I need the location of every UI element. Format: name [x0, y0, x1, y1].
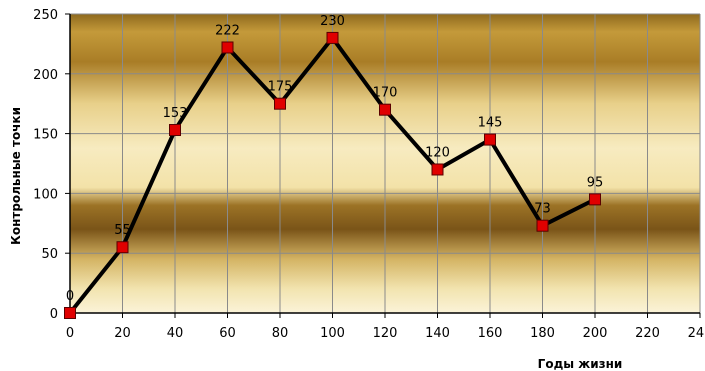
data-label: 230: [320, 14, 345, 29]
data-point-marker: [536, 219, 549, 232]
x-tick-label: 140: [425, 326, 450, 341]
data-label: 153: [163, 106, 188, 121]
data-point-marker: [274, 97, 286, 110]
x-tick-label: 240: [688, 326, 705, 341]
data-label: 170: [373, 86, 398, 101]
data-label: 222: [215, 23, 240, 38]
y-tick-label: 0: [50, 307, 58, 322]
x-tick-label: 100: [320, 326, 345, 341]
grid-lines: [70, 13, 701, 313]
series-markers: [64, 31, 601, 319]
data-label: 0: [66, 289, 74, 304]
data-label: 120: [425, 145, 450, 160]
data-label: 175: [268, 80, 293, 95]
data-label: 55: [114, 223, 131, 238]
y-tick-label: 250: [33, 8, 58, 23]
data-point-marker: [169, 124, 181, 137]
x-tick-label: 20: [114, 326, 131, 341]
x-tick-labels: 0 20 40 60 80 100 120 140 160 180 200 220 240: [66, 326, 705, 341]
data-label: 145: [478, 116, 503, 131]
data-label: 73: [534, 202, 551, 217]
data-point-marker: [221, 41, 234, 54]
y-axis-title: Контрольные точки: [9, 107, 23, 245]
data-label: 95: [587, 175, 604, 190]
data-point-marker: [431, 163, 444, 176]
x-tick-label: 120: [373, 326, 398, 341]
data-point-marker: [326, 31, 339, 44]
x-tick-label: 80: [272, 326, 289, 341]
y-tick-label: 200: [33, 68, 58, 83]
x-tick-label: 180: [530, 326, 555, 341]
y-tick-label: 50: [41, 247, 58, 262]
axes: [65, 13, 701, 318]
data-point-marker: [379, 103, 391, 116]
x-tick-label: 60: [219, 326, 236, 341]
y-tick-label: 150: [33, 128, 58, 143]
x-tick-label: 0: [66, 326, 74, 341]
x-tick-label: 220: [635, 326, 660, 341]
y-tick-label: 100: [33, 187, 58, 202]
x-axis-title: Годы жизни: [538, 357, 623, 371]
data-point-marker: [116, 241, 129, 254]
data-labels: 0 55 153 222 175 230 170 120 145 73 95: [66, 14, 603, 304]
y-tick-labels: 0 50 100 150 200 250: [33, 8, 58, 322]
data-point-marker: [589, 193, 601, 206]
x-tick-label: 160: [478, 326, 503, 341]
x-tick-label: 200: [583, 326, 608, 341]
data-point-marker: [64, 307, 76, 319]
data-point-marker: [484, 133, 496, 146]
x-tick-label: 40: [167, 326, 184, 341]
